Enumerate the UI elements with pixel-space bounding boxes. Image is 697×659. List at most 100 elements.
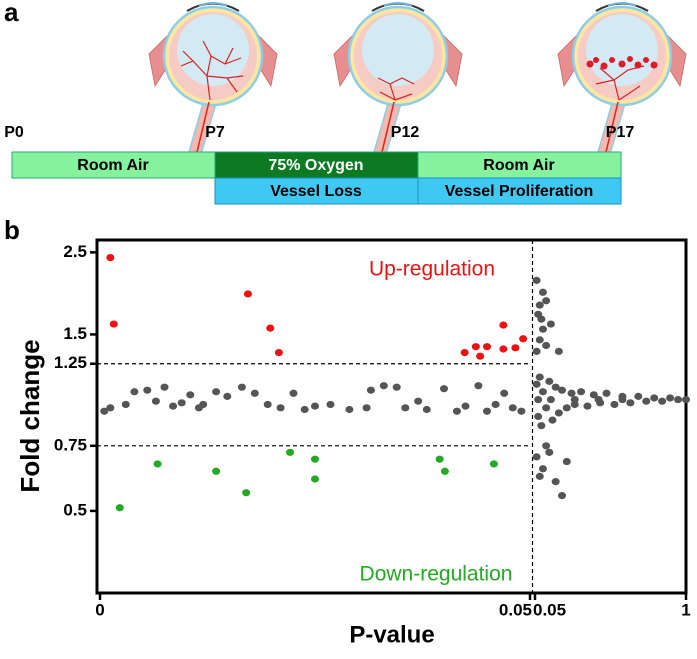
point [594,395,603,404]
point [414,397,423,405]
point [542,297,551,305]
point [535,472,544,480]
point [483,407,491,415]
point [106,253,115,262]
outcome-label: Vessel Loss [270,183,362,200]
point [546,395,555,404]
point [537,422,546,430]
point [212,467,221,475]
point [538,465,547,473]
point [300,405,309,414]
point [401,404,410,412]
point [199,400,208,409]
point [658,397,667,405]
point [130,388,139,396]
point [570,395,579,404]
point [379,382,388,390]
point [551,478,560,486]
point [567,389,576,397]
day-label: P12 [391,124,420,141]
point [362,404,371,412]
x-tick-label: 0.05 [533,600,566,619]
y-axis-title: Fold change [15,339,45,492]
point [542,404,551,412]
point [223,392,232,400]
point [243,290,252,298]
point [471,343,480,351]
point [545,377,554,385]
point [461,402,470,410]
point [392,383,401,391]
phase-label: 75% Oxygen [268,157,363,174]
point [266,324,275,332]
point [674,395,683,404]
day-label: P0 [4,124,24,141]
point [440,467,449,475]
point [542,442,551,450]
point [642,397,651,405]
x-axis-title: P-value [349,621,434,648]
x-tick-label: 0.05 [499,600,532,619]
outcome-bar [417,177,622,205]
point [535,336,544,344]
point [682,395,690,404]
point [311,455,319,463]
point [422,405,431,414]
point [634,392,643,400]
phase-bar [417,151,622,179]
point [274,348,283,357]
y-tick-label: 0.75 [54,435,87,454]
point [491,400,500,409]
outcome-label: Vessel Proliferation [445,183,594,200]
point [476,352,485,360]
phase-label: Room Air [77,157,148,174]
y-tick-label: 1.25 [54,353,87,372]
phase-bar [11,151,216,179]
plot-area: 2.5 1.5 1.25 0.75 0.5 0 0.05 0.05 1 Up-regulation… [54,238,691,619]
point [452,407,461,415]
point [666,394,675,402]
day-label: P7 [205,124,225,141]
x-tick-label: 0 [95,600,104,619]
point [311,402,319,410]
point [610,400,619,409]
point [538,288,547,296]
point [551,383,560,391]
y-tick-label: 0.5 [63,500,87,519]
point [626,399,635,407]
point [508,404,517,412]
point [115,504,124,512]
point [535,373,544,381]
day-label: P17 [606,124,635,141]
point [100,407,109,415]
point [650,394,659,402]
point [532,347,541,355]
eye-p17 [556,1,688,156]
point [289,389,298,397]
point [489,460,498,468]
point [532,276,541,284]
point [589,391,598,399]
point [311,475,319,483]
point [460,348,469,357]
y-tick-label: 1.5 [63,324,87,343]
point [286,448,295,456]
point [534,395,543,404]
point [537,315,546,323]
point [562,404,571,412]
point [143,386,152,394]
point [499,321,508,329]
point [511,344,520,352]
annotation: Down-regulation [360,563,513,586]
phase-bar [214,151,419,179]
point [177,399,186,407]
point [474,382,483,390]
point [326,400,335,409]
point [562,457,571,466]
point [538,325,547,333]
panel-label: a [4,0,19,27]
point [435,455,444,463]
point [237,383,246,391]
point [546,320,555,328]
